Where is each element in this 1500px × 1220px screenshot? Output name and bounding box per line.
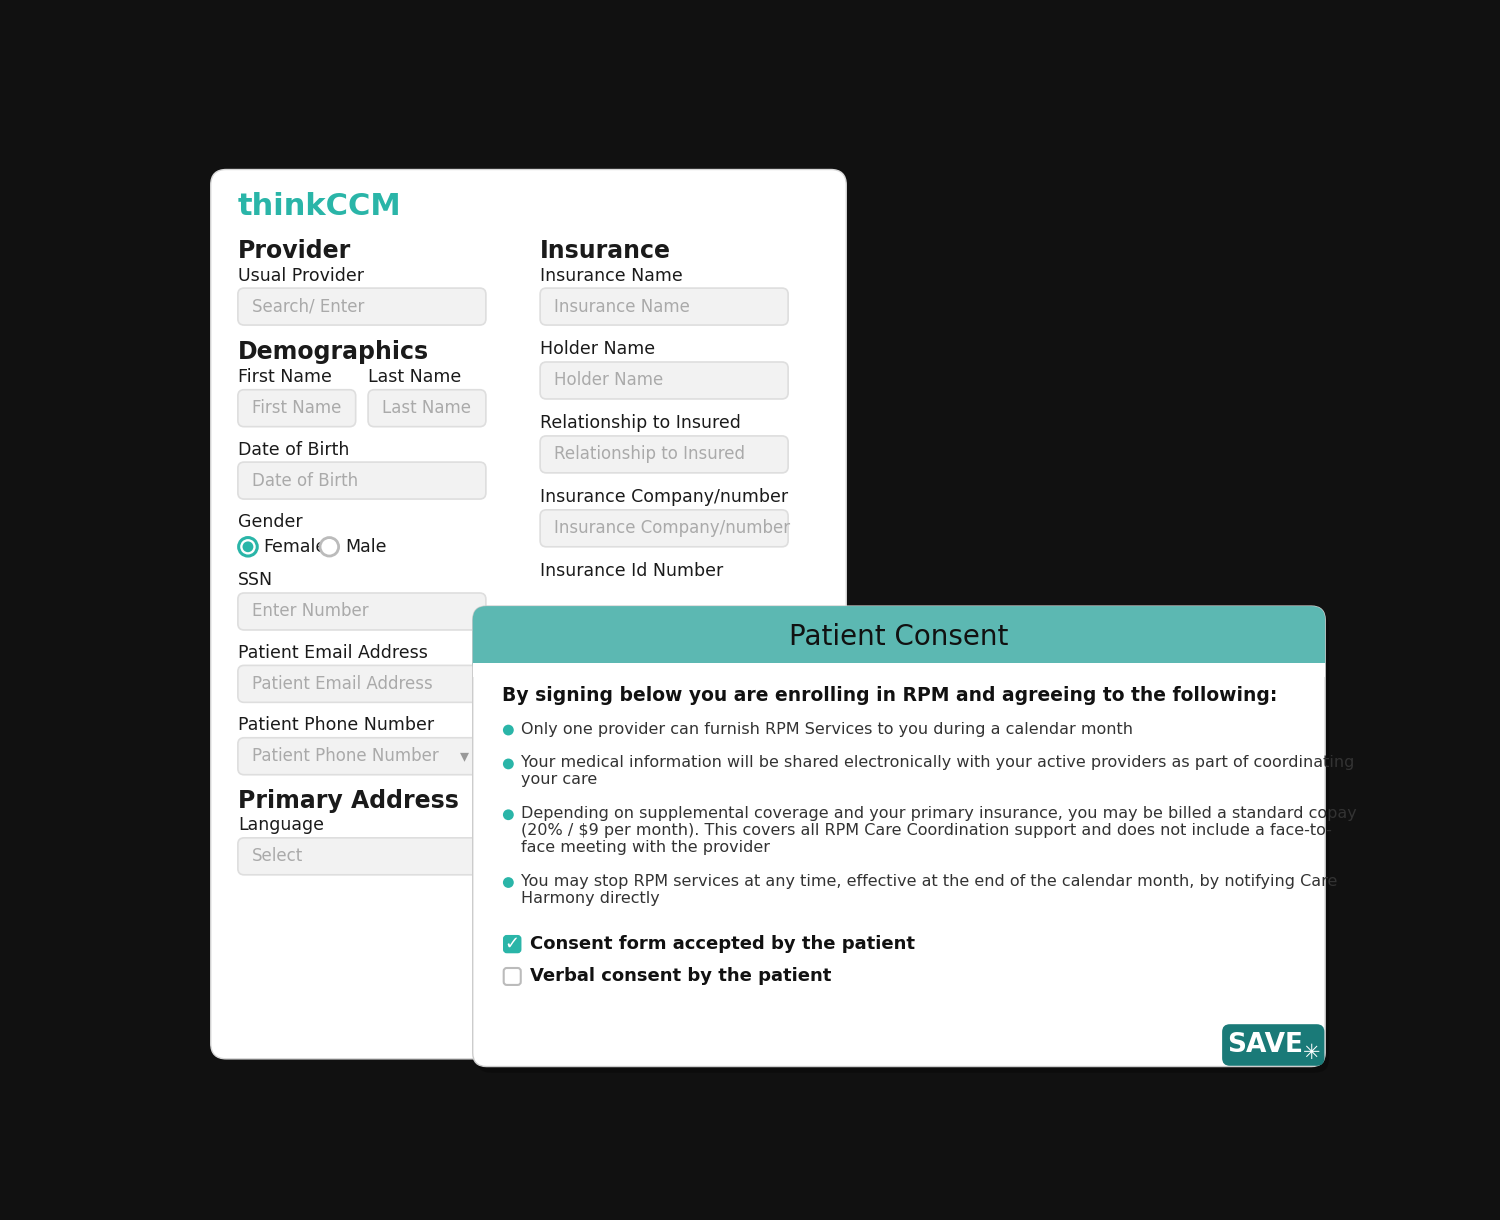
Text: Your medical information will be shared electronically with your active provider: Your medical information will be shared … — [520, 755, 1354, 771]
FancyBboxPatch shape — [540, 362, 788, 399]
Text: Holder Name: Holder Name — [554, 371, 663, 389]
Text: Holder Name: Holder Name — [540, 340, 656, 359]
Text: Insurance Name: Insurance Name — [540, 266, 682, 284]
FancyBboxPatch shape — [504, 967, 520, 985]
Text: SSN: SSN — [238, 571, 273, 589]
FancyBboxPatch shape — [540, 510, 788, 547]
Text: Insurance Name: Insurance Name — [554, 298, 690, 316]
Bar — [472, 664, 1324, 677]
Text: Patient Consent: Patient Consent — [789, 623, 1008, 651]
FancyBboxPatch shape — [238, 593, 486, 630]
FancyBboxPatch shape — [238, 462, 486, 499]
Text: First Name: First Name — [252, 399, 340, 417]
Text: Last Name: Last Name — [368, 368, 462, 387]
Text: thinkCCM: thinkCCM — [238, 192, 402, 221]
FancyBboxPatch shape — [477, 612, 1329, 1072]
Text: Male: Male — [345, 538, 387, 556]
Text: Patient Email Address: Patient Email Address — [238, 644, 428, 661]
FancyBboxPatch shape — [540, 436, 788, 473]
FancyBboxPatch shape — [472, 606, 1324, 1066]
Text: Relationship to Insured: Relationship to Insured — [554, 445, 746, 464]
FancyBboxPatch shape — [472, 606, 1324, 677]
Text: face meeting with the provider: face meeting with the provider — [520, 841, 770, 855]
FancyBboxPatch shape — [368, 389, 486, 427]
Text: Provider: Provider — [238, 239, 351, 262]
Text: Insurance Id Number: Insurance Id Number — [540, 562, 723, 581]
FancyBboxPatch shape — [1222, 1025, 1324, 1066]
Text: Primary Address: Primary Address — [238, 788, 459, 813]
FancyBboxPatch shape — [238, 288, 486, 325]
FancyBboxPatch shape — [238, 389, 356, 427]
Circle shape — [238, 538, 258, 556]
FancyBboxPatch shape — [238, 838, 486, 875]
Text: Verbal consent by the patient: Verbal consent by the patient — [530, 967, 831, 986]
Text: Search/ Enter: Search/ Enter — [252, 298, 364, 316]
Text: Insurance Company/number: Insurance Company/number — [554, 520, 790, 537]
Text: By signing below you are enrolling in RPM and agreeing to the following:: By signing below you are enrolling in RP… — [503, 686, 1278, 705]
Circle shape — [503, 759, 515, 770]
Text: Select: Select — [252, 848, 303, 865]
Text: (20% / $9 per month). This covers all RPM Care Coordination support and does not: (20% / $9 per month). This covers all RP… — [520, 824, 1332, 838]
Text: Patient Phone Number: Patient Phone Number — [238, 716, 434, 734]
Text: Enter Number: Enter Number — [252, 603, 369, 621]
Text: First Name: First Name — [238, 368, 332, 387]
Text: ✳: ✳ — [1304, 1043, 1322, 1064]
Circle shape — [320, 538, 339, 556]
Text: Date of Birth: Date of Birth — [238, 440, 350, 459]
Text: Demographics: Demographics — [238, 340, 429, 365]
FancyBboxPatch shape — [540, 288, 788, 325]
Text: Consent form accepted by the patient: Consent form accepted by the patient — [530, 935, 915, 953]
FancyBboxPatch shape — [238, 738, 486, 775]
Text: You may stop RPM services at any time, effective at the end of the calendar mont: You may stop RPM services at any time, e… — [520, 874, 1336, 889]
Text: ✓: ✓ — [504, 935, 520, 953]
Text: your care: your care — [520, 772, 597, 787]
FancyBboxPatch shape — [504, 936, 520, 953]
Text: Insurance Company/number: Insurance Company/number — [540, 488, 789, 506]
Circle shape — [503, 809, 515, 820]
Text: Language: Language — [238, 816, 324, 834]
Text: ▾: ▾ — [460, 747, 470, 765]
Text: Patient Phone Number: Patient Phone Number — [252, 747, 438, 765]
Text: Patient Email Address: Patient Email Address — [252, 675, 432, 693]
Text: Usual Provider: Usual Provider — [238, 266, 364, 284]
FancyBboxPatch shape — [238, 665, 486, 703]
Text: Gender: Gender — [238, 512, 303, 531]
Text: Insurance: Insurance — [540, 239, 670, 262]
Text: Female: Female — [264, 538, 327, 556]
FancyBboxPatch shape — [210, 170, 846, 1059]
Circle shape — [503, 725, 515, 736]
Circle shape — [503, 877, 515, 888]
Text: SAVE: SAVE — [1227, 1032, 1304, 1058]
Text: Relationship to Insured: Relationship to Insured — [540, 415, 741, 432]
Text: Only one provider can furnish RPM Services to you during a calendar month: Only one provider can furnish RPM Servic… — [520, 721, 1132, 737]
Text: Depending on supplemental coverage and your primary insurance, you may be billed: Depending on supplemental coverage and y… — [520, 806, 1356, 821]
Text: Harmony directly: Harmony directly — [520, 891, 660, 906]
Text: Last Name: Last Name — [382, 399, 471, 417]
Text: Date of Birth: Date of Birth — [252, 472, 358, 489]
Circle shape — [243, 542, 254, 553]
